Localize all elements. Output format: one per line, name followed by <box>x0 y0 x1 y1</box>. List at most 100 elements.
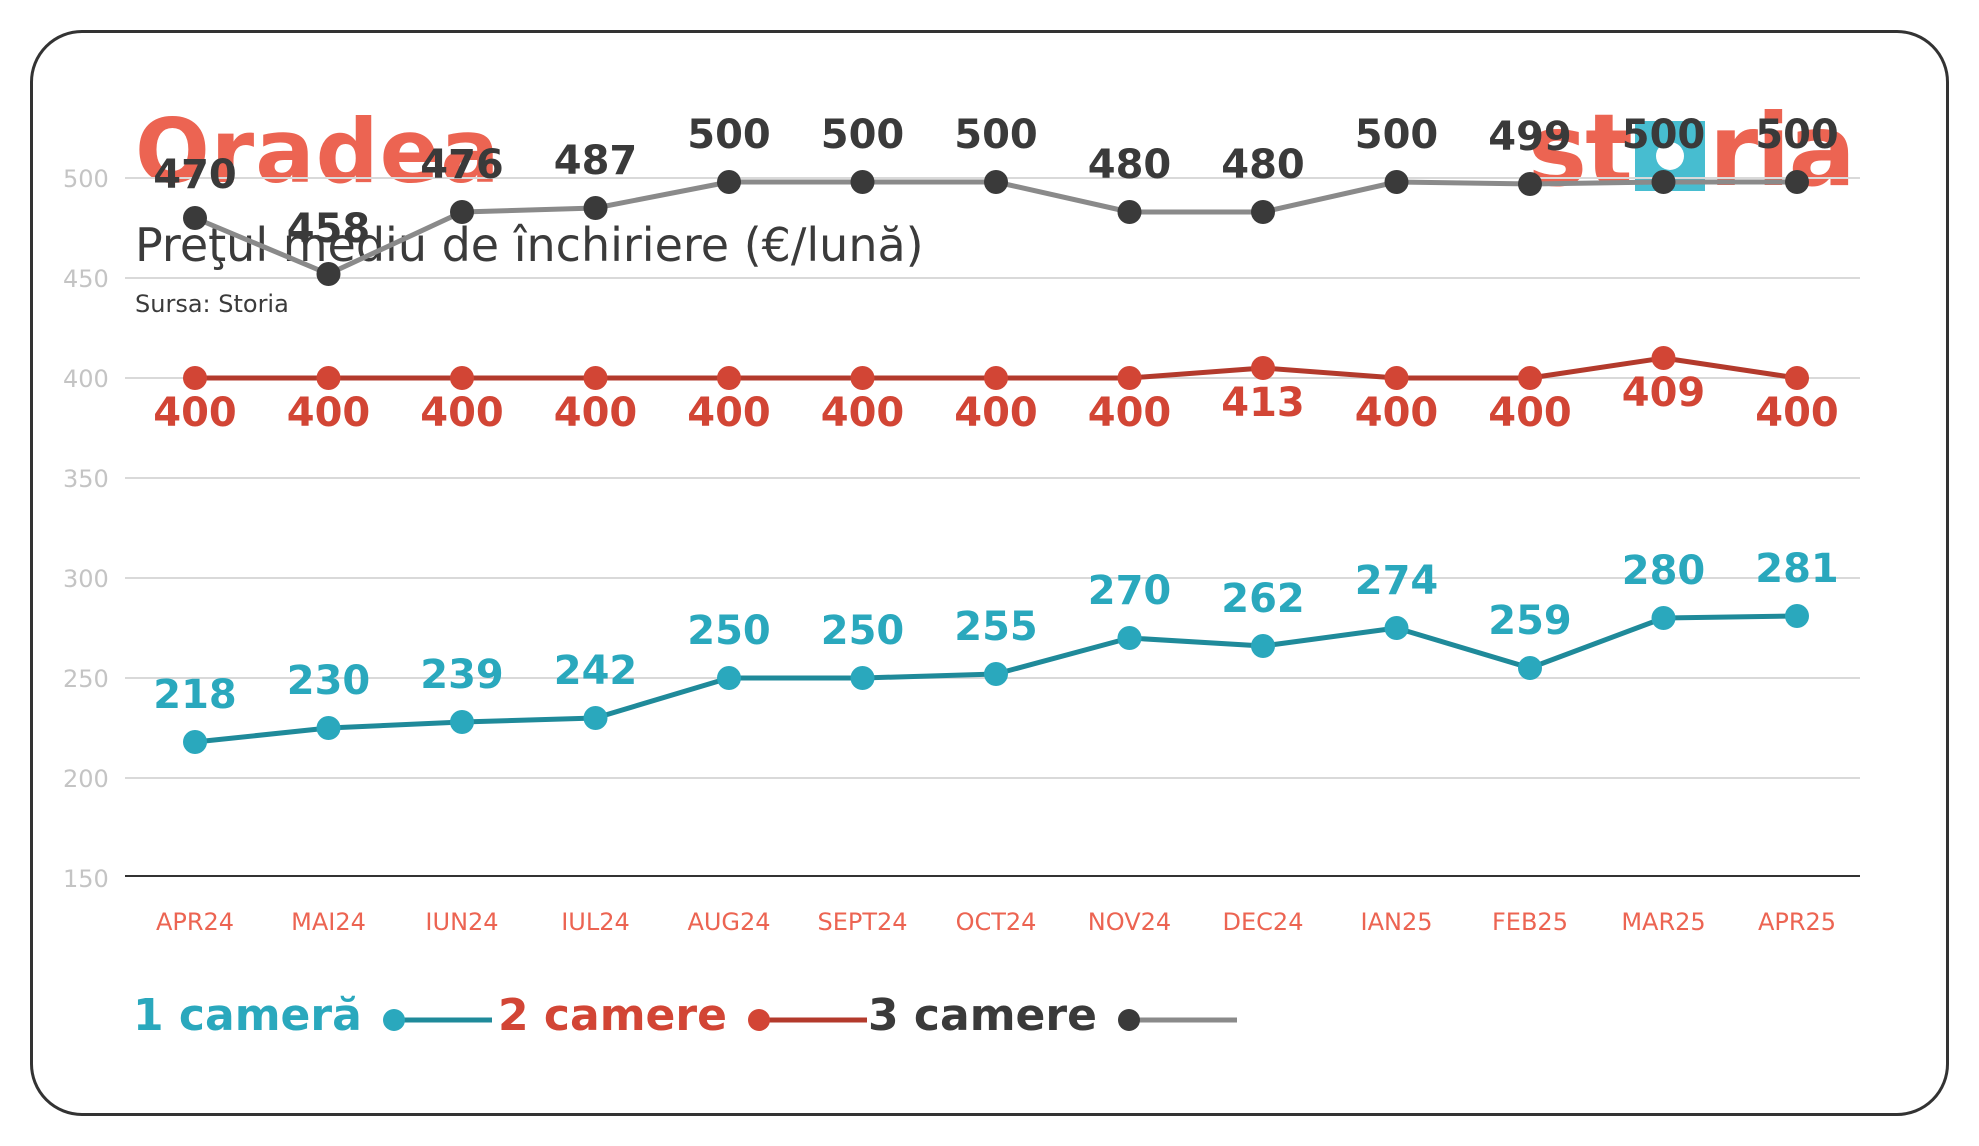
data-point-s3-apr24 <box>183 206 207 230</box>
data-point-s3-dec24 <box>1251 200 1275 224</box>
data-label-s2-iul24: 400 <box>554 390 638 436</box>
x-tick-label-mar25: MAR25 <box>1621 908 1705 936</box>
data-label-s3-mai24: 458 <box>287 206 371 252</box>
data-label-s1-dec24: 262 <box>1221 576 1305 622</box>
data-label-s2-feb25: 400 <box>1488 390 1572 436</box>
logo-text-ria: ria <box>1708 92 1856 209</box>
x-tick-label-nov24: NOV24 <box>1088 908 1171 936</box>
x-tick-label-iul24: IUL24 <box>561 908 630 936</box>
data-point-s2-ian25 <box>1384 366 1409 390</box>
legend-item-3-camere: 3 camere <box>868 990 1237 1041</box>
x-tick-label-oct24: OCT24 <box>956 908 1037 936</box>
data-point-s3-aug24 <box>717 170 741 194</box>
data-label-s3-apr24: 470 <box>153 152 237 198</box>
data-point-s2-iun24 <box>450 366 474 390</box>
legend-item-2-camere: 2 camere <box>498 990 867 1041</box>
data-point-s2-aug24 <box>717 366 741 390</box>
data-point-s3-nov24 <box>1117 200 1142 224</box>
data-label-s2-apr24: 400 <box>153 390 237 436</box>
data-label-s3-apr25: 500 <box>1755 112 1839 158</box>
data-point-s3-ian25 <box>1384 170 1409 194</box>
data-point-s2-feb25 <box>1518 366 1542 390</box>
data-point-s1-mar25 <box>1651 606 1676 630</box>
data-label-s3-sept24: 500 <box>821 112 905 158</box>
data-point-s2-apr24 <box>183 366 207 390</box>
data-label-s1-apr24: 218 <box>153 672 237 718</box>
data-label-s3-feb25: 499 <box>1488 114 1572 160</box>
data-point-s1-ian25 <box>1384 616 1409 640</box>
y-tick-label-200: 200 <box>63 765 109 793</box>
data-label-s3-dec24: 480 <box>1221 142 1305 188</box>
y-tick-label-150: 150 <box>63 865 109 893</box>
legend-item-1-camera: 1 cameră <box>133 990 492 1041</box>
data-point-s2-iul24 <box>583 366 608 390</box>
legend-swatch-2-camere <box>747 1008 867 1031</box>
data-point-s2-sept24 <box>850 366 875 390</box>
source-note: Sursa: Storia <box>135 290 289 318</box>
x-tick-label-sept24: SEPT24 <box>817 908 907 936</box>
y-tick-label-400: 400 <box>63 365 109 393</box>
data-label-s2-iun24: 400 <box>420 390 504 436</box>
data-label-s3-mar25: 500 <box>1622 112 1706 158</box>
data-label-s2-mai24: 400 <box>287 390 371 436</box>
legend-label-1-camera: 1 cameră <box>133 990 362 1041</box>
x-tick-label-iun24: IUN24 <box>425 908 498 936</box>
data-point-s1-oct24 <box>984 662 1008 686</box>
x-tick-label-mai24: MAI24 <box>291 908 366 936</box>
data-label-s1-iun24: 239 <box>420 652 504 698</box>
data-label-s3-iul24: 487 <box>554 138 638 184</box>
data-label-s3-iun24: 476 <box>420 142 504 188</box>
data-label-s2-nov24: 400 <box>1088 390 1172 436</box>
data-point-s1-apr25 <box>1785 604 1809 628</box>
series-line-s3 <box>194 179 1797 277</box>
data-label-s2-dec24: 413 <box>1221 380 1305 426</box>
chart-card <box>30 30 1949 1116</box>
data-point-s1-aug24 <box>717 666 741 690</box>
legend-label-3-camere: 3 camere <box>868 990 1097 1041</box>
legend-swatch-1-camera <box>382 1008 492 1031</box>
data-point-s3-mar25 <box>1651 170 1676 194</box>
data-label-s3-oct24: 500 <box>954 112 1038 158</box>
data-label-s2-oct24: 400 <box>954 390 1038 436</box>
data-point-s3-apr25 <box>1785 170 1809 194</box>
x-tick-label-aug24: AUG24 <box>687 908 770 936</box>
y-tick-label-350: 350 <box>63 465 109 493</box>
data-point-s3-iul24 <box>583 196 608 220</box>
data-label-s2-sept24: 400 <box>821 390 905 436</box>
chart-subtitle: Preţul mediu de închiriere (€/lună) <box>135 218 924 272</box>
data-point-s1-iun24 <box>450 710 474 734</box>
data-label-s1-oct24: 255 <box>954 604 1038 650</box>
data-label-s1-sept24: 250 <box>821 608 905 654</box>
data-point-s2-mar25 <box>1651 346 1676 370</box>
y-tick-label-500: 500 <box>63 165 109 193</box>
logo-text-st: st <box>1527 92 1633 209</box>
x-tick-label-apr24: APR24 <box>156 908 234 936</box>
storia-logo: st ria <box>1527 92 1856 209</box>
data-point-s3-oct24 <box>984 170 1008 194</box>
data-point-s2-mai24 <box>316 366 341 390</box>
y-tick-label-300: 300 <box>63 565 109 593</box>
y-tick-label-250: 250 <box>63 665 109 693</box>
data-point-s2-nov24 <box>1117 366 1142 390</box>
data-point-s3-feb25 <box>1518 172 1542 196</box>
data-label-s1-nov24: 270 <box>1088 568 1172 614</box>
x-tick-label-feb25: FEB25 <box>1492 908 1568 936</box>
data-label-s1-iul24: 242 <box>554 648 638 694</box>
y-tick-label-450: 450 <box>63 265 109 293</box>
data-label-s1-mai24: 230 <box>287 658 371 704</box>
data-label-s3-ian25: 500 <box>1355 112 1439 158</box>
legend-label-2-camere: 2 camere <box>498 990 727 1041</box>
data-point-s2-oct24 <box>984 366 1008 390</box>
data-label-s1-feb25: 259 <box>1488 598 1572 644</box>
data-point-s1-apr24 <box>183 730 207 754</box>
x-tick-label-ian25: IAN25 <box>1361 908 1433 936</box>
x-tick-label-dec24: DEC24 <box>1223 908 1304 936</box>
legend-swatch-3-camere <box>1117 1008 1237 1031</box>
data-point-s3-sept24 <box>850 170 875 194</box>
data-label-s2-aug24: 400 <box>687 390 771 436</box>
data-point-s1-dec24 <box>1251 634 1275 658</box>
data-point-s2-apr25 <box>1785 366 1809 390</box>
data-label-s1-aug24: 250 <box>687 608 771 654</box>
data-label-s1-mar25: 280 <box>1622 548 1706 594</box>
